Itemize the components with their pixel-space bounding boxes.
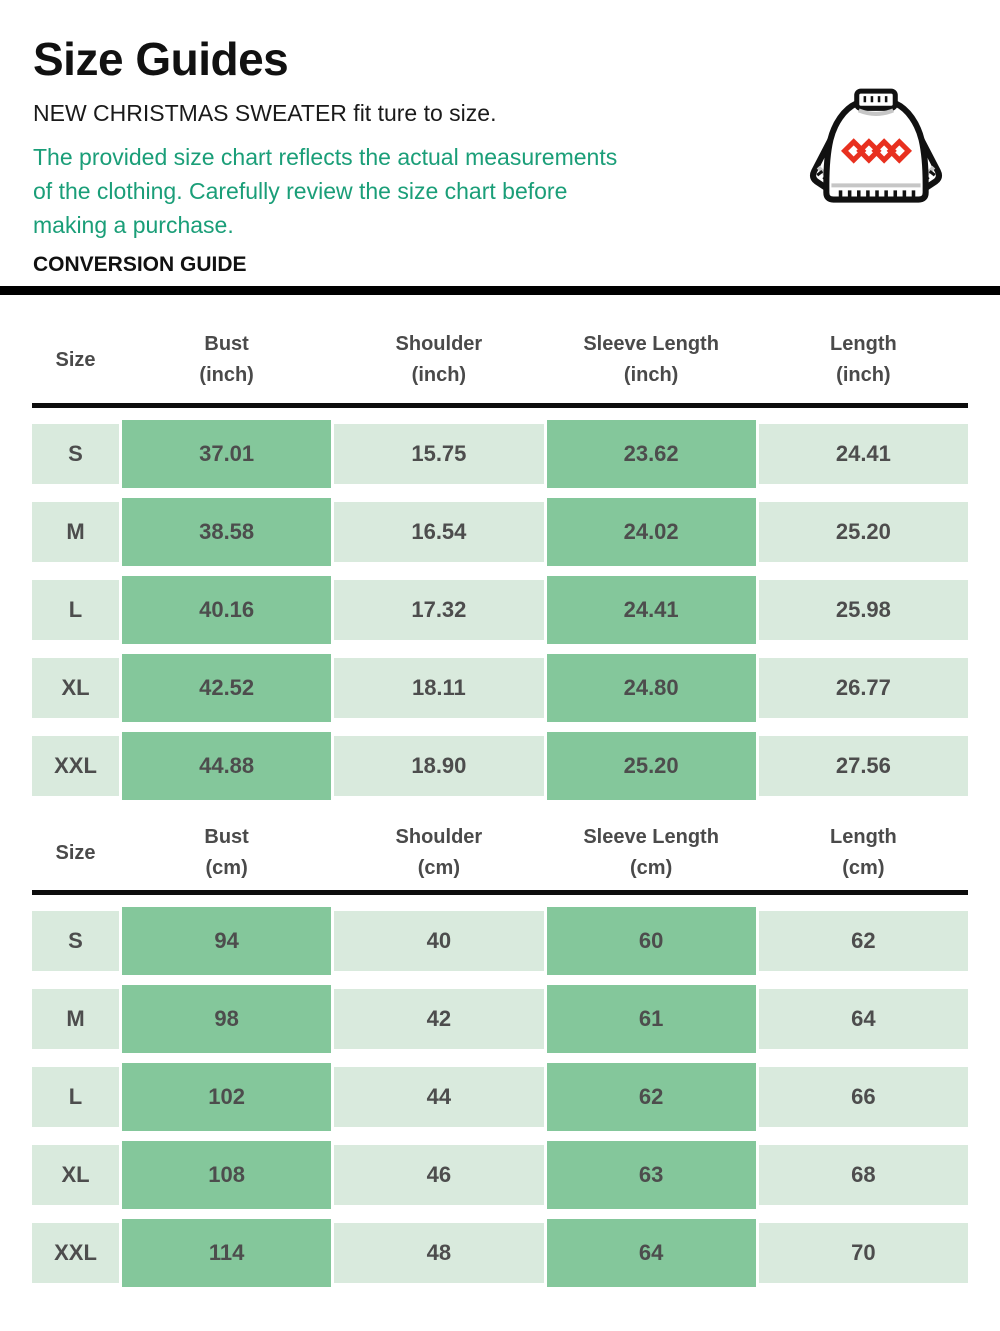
cell-shoulder: 16.54 [334,502,544,562]
cell-length: 70 [758,1223,968,1283]
size-chart-note-line1: The provided size chart reflects the act… [33,144,618,170]
header-rule-inch [32,403,968,408]
cell-shoulder: 18.90 [334,736,544,796]
cell-bust: 114 [122,1219,332,1287]
cell-bust: 38.58 [122,498,332,566]
cell-sleeve-length: 24.02 [546,498,756,566]
cell-bust: 44.88 [122,732,332,800]
sweater-icon [800,88,952,230]
table-body-inch: S 37.01 15.75 23.62 24.41 M 38.58 16.54 … [32,420,968,800]
size-table-cm: Size Bust (cm) Shoulder (cm) Sleeve Leng… [32,822,968,1287]
size-chart-note-line2: of the clothing. Carefully review the si… [33,178,568,204]
table-row-l: L 102 44 62 66 [32,1063,968,1131]
table-row-s: S 37.01 15.75 23.62 24.41 [32,420,968,488]
header-cell-length: Length (cm) [830,826,897,879]
cell-size: S [32,911,119,971]
header-cell-size: Size [55,348,96,371]
cell-size: M [32,502,119,562]
cell-shoulder: 46 [334,1145,544,1205]
cell-sleeve-length: 60 [546,907,756,975]
size-chart-note: The provided size chart reflects the act… [33,140,967,242]
header-cell-bust: Bust (cm) [204,826,249,879]
cell-sleeve-length: 64 [546,1219,756,1287]
table-row-xxl: XXL 44.88 18.90 25.20 27.56 [32,732,968,800]
table-row-m: M 38.58 16.54 24.02 25.20 [32,498,968,566]
header-cell-sleeve-length: Sleeve Length (inch) [583,333,719,386]
table-row-s: S 94 40 60 62 [32,907,968,975]
cell-size: XXL [32,736,119,796]
header-rule-cm [32,890,968,895]
cell-size: L [32,1067,119,1127]
cell-sleeve-length: 25.20 [546,732,756,800]
cell-length: 64 [758,989,968,1049]
cell-shoulder: 44 [334,1067,544,1127]
cell-size: S [32,424,119,484]
cell-sleeve-length: 62 [546,1063,756,1131]
cell-length: 25.20 [758,502,968,562]
cell-bust: 102 [122,1063,332,1131]
header-cell-sleeve-length: Sleeve Length (cm) [583,826,719,879]
cell-sleeve-length: 63 [546,1141,756,1209]
cell-shoulder: 17.32 [334,580,544,640]
cell-bust: 108 [122,1141,332,1209]
cell-sleeve-length: 24.80 [546,654,756,722]
cell-length: 26.77 [758,658,968,718]
table-row-l: L 40.16 17.32 24.41 25.98 [32,576,968,644]
cell-length: 68 [758,1145,968,1205]
cell-shoulder: 15.75 [334,424,544,484]
cell-bust: 40.16 [122,576,332,644]
cell-bust: 42.52 [122,654,332,722]
cell-size: L [32,580,119,640]
cell-shoulder: 18.11 [334,658,544,718]
header-cell-length: Length (inch) [830,333,897,386]
cell-length: 62 [758,911,968,971]
table-row-m: M 98 42 61 64 [32,985,968,1053]
cell-size: XL [32,658,119,718]
cell-sleeve-length: 61 [546,985,756,1053]
cell-shoulder: 48 [334,1223,544,1283]
cell-length: 24.41 [758,424,968,484]
cell-size: XL [32,1145,119,1205]
cell-bust: 98 [122,985,332,1053]
size-chart-note-line3: making a purchase. [33,212,234,238]
header-cell-shoulder: Shoulder (inch) [395,333,483,386]
header-section: Size Guides NEW CHRISTMAS SWEATER fit tu… [0,0,1000,278]
conversion-guide-label: CONVERSION GUIDE [33,253,247,276]
table-row-xxl: XXL 114 48 64 70 [32,1219,968,1287]
table-header-row-inch: Size Bust (inch) Shoulder (inch) Sleeve … [32,329,968,391]
cell-size: XXL [32,1223,119,1283]
table-row-xl: XL 108 46 63 68 [32,1141,968,1209]
cell-shoulder: 42 [334,989,544,1049]
cell-length: 25.98 [758,580,968,640]
page-title: Size Guides [33,33,289,85]
header-cell-shoulder: Shoulder (cm) [395,826,483,879]
cell-size: M [32,989,119,1049]
cell-bust: 94 [122,907,332,975]
cell-sleeve-length: 24.41 [546,576,756,644]
table-row-xl: XL 42.52 18.11 24.80 26.77 [32,654,968,722]
table-body-cm: S 94 40 60 62 M 98 42 61 64 L 102 44 62 … [32,907,968,1287]
header-cell-size: Size [55,841,96,864]
cell-sleeve-length: 23.62 [546,420,756,488]
cell-length: 27.56 [758,736,968,796]
cell-length: 66 [758,1067,968,1127]
table-header-row-cm: Size Bust (cm) Shoulder (cm) Sleeve Leng… [32,822,968,884]
cell-shoulder: 40 [334,911,544,971]
fit-note: NEW CHRISTMAS SWEATER fit ture to size. [33,100,497,126]
header-cell-bust: Bust (inch) [199,333,254,386]
size-table-inch: Size Bust (inch) Shoulder (inch) Sleeve … [32,329,968,800]
cell-bust: 37.01 [122,420,332,488]
divider-bar [0,286,1000,295]
